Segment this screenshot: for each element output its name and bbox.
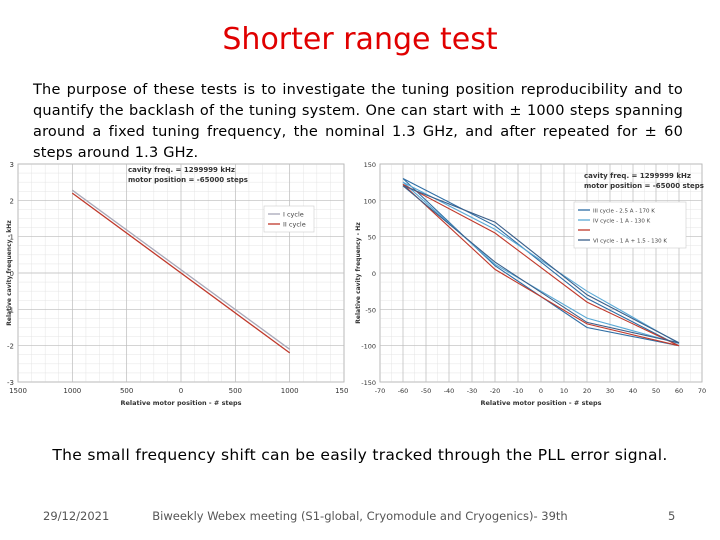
x-tick-label: 1000 [281, 387, 299, 395]
x-tick-label: -30 [467, 387, 478, 395]
y-tick-label: -150 [361, 379, 376, 387]
legend-label: II cycle [283, 221, 306, 229]
x-tick-label: -40 [444, 387, 455, 395]
y-tick-label: -2 [7, 343, 14, 351]
chart-backlash-1000-steps: 1500 1000 500 0 500 1000 1500 3 2 1 0 -1 -2 -3 cavity … [6, 161, 348, 407]
x-tick-label: 60 [675, 387, 683, 395]
y-axis-title: Relative cavity frequency - kHz [6, 220, 13, 326]
x-tick-label: 10 [560, 387, 568, 395]
legend-label: IV cycle - 1 A - 130 K [593, 219, 651, 225]
chart-info-line: cavity freq. = 1299999 kHz [584, 172, 691, 180]
x-tick-label: 1500 [335, 387, 348, 395]
x-tick-label: 1000 [63, 387, 81, 395]
x-tick-label: -20 [490, 387, 501, 395]
slide-title: Shorter range test [222, 22, 498, 57]
y-tick-label: 50 [368, 234, 376, 242]
x-axis-title: Relative motor position - # steps [480, 399, 601, 407]
series-line [402, 181, 680, 345]
y-tick-label: 150 [364, 161, 376, 169]
footer-page-number: 5 [668, 509, 676, 523]
legend-box [263, 205, 315, 233]
x-tick-label: 20 [583, 387, 591, 395]
x-tick-label: -70 [375, 387, 386, 395]
x-tick-label: -10 [513, 387, 524, 395]
y-tick-label: 0 [10, 270, 14, 278]
x-tick-label: 500 [229, 387, 242, 395]
y-tick-label: 100 [364, 197, 376, 205]
y-tick-label: -50 [365, 306, 376, 314]
bottom-note: The small frequency shift can be easily … [52, 446, 668, 464]
y-tick-label: -1 [7, 306, 14, 314]
series-line [71, 192, 291, 354]
y-tick-label: 2 [10, 197, 14, 205]
x-tick-label: 500 [120, 387, 133, 395]
y-tick-label: -100 [361, 343, 376, 351]
footer-date: 29/12/2021 [43, 509, 110, 523]
x-tick-label: 40 [629, 387, 637, 395]
chart-backlash-60-steps: -70 -60 -50 -40 -30 -20 -10 0 10 20 30 40 50 60 701501… [355, 161, 706, 407]
chart-info-line: cavity freq. = 1299999 kHz [128, 166, 235, 174]
y-axis-title: Relative cavity frequency - Hz [355, 222, 362, 324]
x-tick-label: 0 [179, 387, 183, 395]
series-line [71, 189, 291, 350]
x-tick-label: -50 [421, 387, 432, 395]
x-tick-label: 50 [652, 387, 660, 395]
intro-paragraph: The purpose of these tests is to investi… [33, 82, 683, 161]
x-tick-label: 1500 [9, 387, 27, 395]
legend-label: I cycle [283, 211, 304, 219]
x-tick-label: 30 [606, 387, 614, 395]
x-tick-label: -60 [398, 387, 409, 395]
y-tick-label: 3 [10, 161, 14, 169]
x-tick-label: 0 [539, 387, 543, 395]
legend-box [573, 201, 687, 249]
y-tick-label: -3 [7, 379, 14, 387]
legend-label: III cycle - 2.5 A - 170 K [593, 209, 655, 215]
series-line [402, 185, 680, 344]
legend-label: VI cycle - 1 A + 1.5 - 130 K [593, 239, 667, 245]
chart-info-line: motor position = -65000 steps [584, 182, 704, 190]
series-line [402, 183, 680, 347]
x-axis-title: Relative motor position - # steps [120, 399, 241, 407]
footer-meeting: Biweekly Webex meeting (S1-global, Cryom… [152, 509, 568, 523]
x-tick-label: 70 [698, 387, 706, 395]
chart-info-line: motor position = -65000 steps [128, 176, 248, 184]
y-tick-label: 0 [372, 270, 376, 278]
y-tick-label: 1 [10, 234, 14, 242]
